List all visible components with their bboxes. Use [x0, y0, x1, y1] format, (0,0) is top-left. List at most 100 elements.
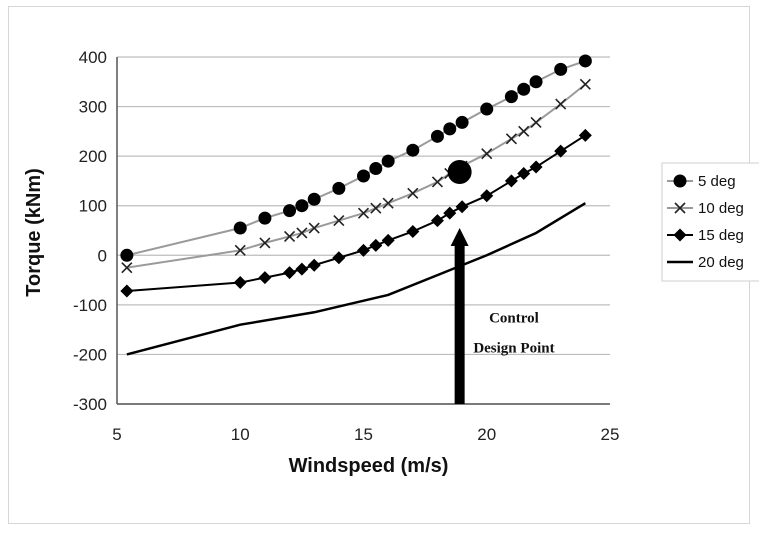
legend-marker	[674, 202, 686, 214]
data-point	[529, 160, 543, 174]
data-point	[517, 166, 531, 180]
data-point	[455, 115, 469, 129]
data-point	[517, 82, 531, 96]
data-point	[480, 102, 494, 116]
data-point	[307, 192, 321, 206]
series-line	[126, 202, 586, 356]
data-point	[443, 206, 457, 220]
tick-labels: 400 300 200 100 0 -100 -200 -300 5 10 15 20 25	[73, 48, 619, 444]
data-point	[296, 227, 308, 239]
data-point	[406, 224, 420, 238]
data-point	[578, 54, 592, 68]
data-point	[530, 116, 542, 128]
data-point	[332, 181, 346, 195]
data-point	[357, 169, 370, 183]
data-point	[480, 189, 494, 203]
annotation-line: Design Point	[473, 341, 554, 357]
axes	[116, 57, 610, 405]
data-point	[357, 243, 370, 257]
data-point	[120, 284, 134, 298]
legend-item: 10 deg	[667, 200, 744, 217]
plot-background	[117, 57, 610, 404]
data-point	[295, 199, 309, 213]
x-tick-label: 25	[601, 425, 620, 444]
data-point	[455, 200, 469, 214]
series-15-deg	[120, 128, 592, 298]
y-tick-label: -200	[73, 345, 107, 364]
x-axis-title: Windspeed (m/s)	[289, 455, 449, 477]
legend-item: 20 deg	[667, 254, 744, 271]
data-point	[233, 221, 247, 235]
data-point	[504, 90, 518, 104]
series-layer	[120, 54, 592, 356]
data-point	[443, 122, 457, 136]
y-tick-label: 100	[79, 197, 107, 216]
data-point	[120, 248, 134, 262]
series-10-deg	[121, 78, 591, 274]
legend-label: 20 deg	[698, 254, 744, 271]
data-point	[258, 211, 272, 225]
x-tick-label: 20	[477, 425, 496, 444]
data-point	[406, 143, 420, 157]
legend-label: 5 deg	[698, 173, 736, 190]
data-point	[333, 215, 345, 227]
legend: 5 deg 10 deg 15 deg 20 deg	[661, 162, 759, 282]
y-tick-label: 300	[79, 98, 107, 117]
data-point	[283, 230, 296, 243]
legend-label: 15 deg	[698, 227, 744, 244]
data-point	[578, 128, 592, 142]
legend-item: 15 deg	[667, 227, 744, 244]
data-point	[554, 62, 568, 76]
data-point	[554, 144, 568, 158]
legend-item: 5 deg	[667, 173, 736, 190]
data-point	[295, 262, 309, 276]
data-point	[505, 133, 517, 145]
data-point	[381, 154, 395, 168]
data-point	[431, 176, 444, 188]
design-arrow-head	[450, 228, 469, 247]
data-point	[234, 244, 246, 256]
data-point	[233, 276, 247, 290]
data-point	[381, 233, 395, 247]
data-point	[382, 197, 394, 209]
data-point	[407, 187, 419, 199]
data-point	[579, 78, 591, 90]
y-tick-label: -300	[73, 395, 107, 414]
data-point	[283, 204, 297, 218]
design-point-label: Control Design Point	[473, 311, 554, 357]
data-point	[555, 98, 567, 110]
data-point	[369, 162, 383, 176]
data-point	[308, 222, 320, 234]
series-20-deg	[126, 202, 586, 356]
x-tick-label: 10	[231, 425, 250, 444]
legend-marker	[673, 228, 687, 242]
data-point	[430, 129, 444, 143]
x-tick-label: 15	[354, 425, 373, 444]
design-point-marker	[447, 160, 472, 185]
data-point	[518, 125, 530, 137]
annotation-layer: Control Design Point	[447, 160, 555, 404]
data-point	[258, 271, 272, 285]
data-point	[481, 148, 493, 160]
y-tick-label: 400	[79, 48, 107, 67]
plot-area	[117, 57, 610, 404]
data-point	[357, 207, 370, 219]
data-point	[369, 238, 383, 252]
legend-label: 10 deg	[698, 200, 744, 217]
data-point	[283, 266, 297, 280]
data-point	[332, 251, 346, 265]
y-tick-label: 0	[98, 246, 107, 265]
data-point	[430, 214, 444, 228]
data-point	[307, 258, 321, 272]
legend-marker	[673, 174, 687, 188]
y-tick-label: 200	[79, 147, 107, 166]
data-point	[504, 174, 518, 188]
data-point	[121, 262, 133, 274]
gridlines	[117, 56, 610, 405]
data-point	[259, 237, 271, 249]
design-arrow-shaft	[454, 244, 465, 404]
annotation-line: Control	[489, 311, 539, 327]
y-axis-title: Torque (kNm)	[23, 168, 45, 297]
x-tick-label: 5	[112, 425, 121, 444]
